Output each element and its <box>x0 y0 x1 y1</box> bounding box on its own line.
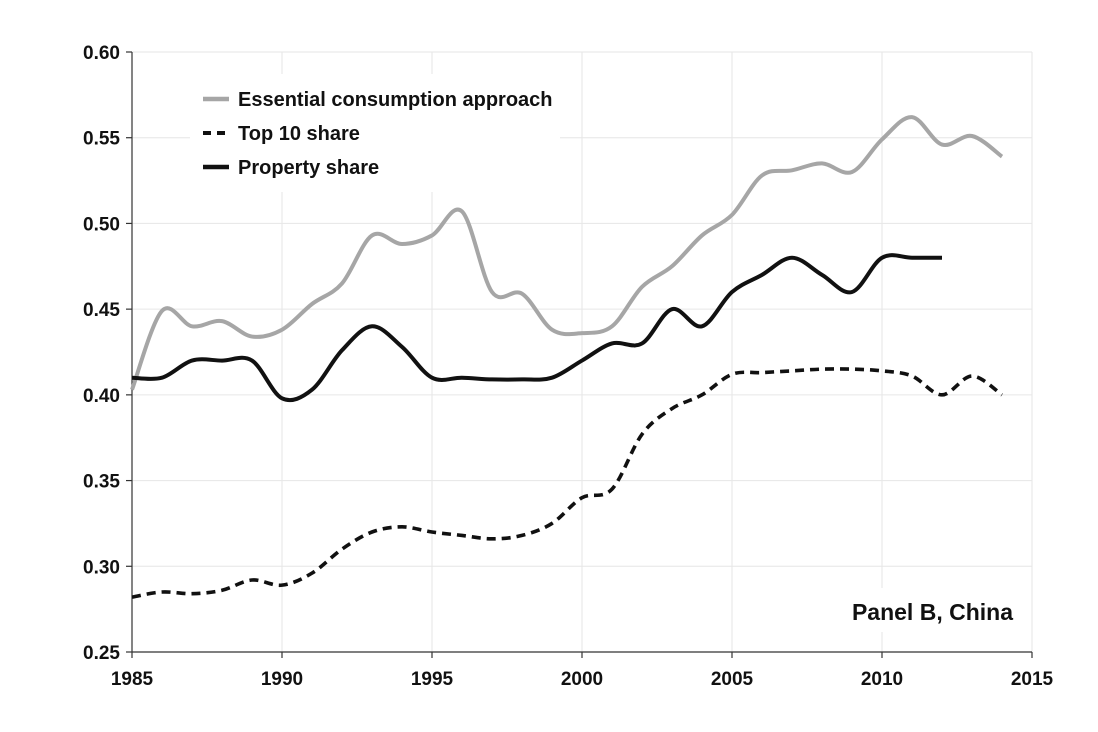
series-lines <box>130 115 1004 599</box>
y-tick-label: 0.30 <box>83 557 120 578</box>
y-tick-label: 0.50 <box>83 214 120 235</box>
x-tick-label: 1985 <box>111 669 154 690</box>
series-line-property <box>131 253 942 403</box>
x-tick-label: 2010 <box>861 669 903 690</box>
y-tick-label: 0.60 <box>83 43 120 64</box>
y-tick-label: 0.45 <box>83 300 120 321</box>
x-tick-label: 1995 <box>411 669 454 690</box>
panel-label: Panel B, China <box>852 599 1013 625</box>
legend-label-essential: Essential consumption approach <box>238 89 553 111</box>
legend-background <box>190 74 560 192</box>
x-tick-label: 2000 <box>561 669 603 690</box>
series-line-top10 <box>131 367 1004 599</box>
x-tick-label: 2015 <box>1011 669 1054 690</box>
y-tick-label: 0.35 <box>83 472 120 493</box>
y-tick-label: 0.40 <box>83 386 120 407</box>
x-tick-label: 2005 <box>711 669 754 690</box>
panel-label-background <box>848 588 1026 632</box>
legend: Essential consumption approach Top 10 sh… <box>190 74 560 192</box>
panel-annotation-group: Panel B, China <box>848 588 1026 632</box>
legend-label-top10: Top 10 share <box>238 123 360 145</box>
tick-labels: 0.25 0.30 0.35 0.40 0.45 0.50 0.55 0.60 1985 1990… <box>83 43 1054 690</box>
y-tick-label: 0.55 <box>83 129 120 150</box>
y-tick-label: 0.25 <box>83 643 120 664</box>
x-tick-label: 1990 <box>261 669 303 690</box>
series-line-essential <box>130 115 1004 391</box>
legend-label-property: Property share <box>238 157 379 179</box>
